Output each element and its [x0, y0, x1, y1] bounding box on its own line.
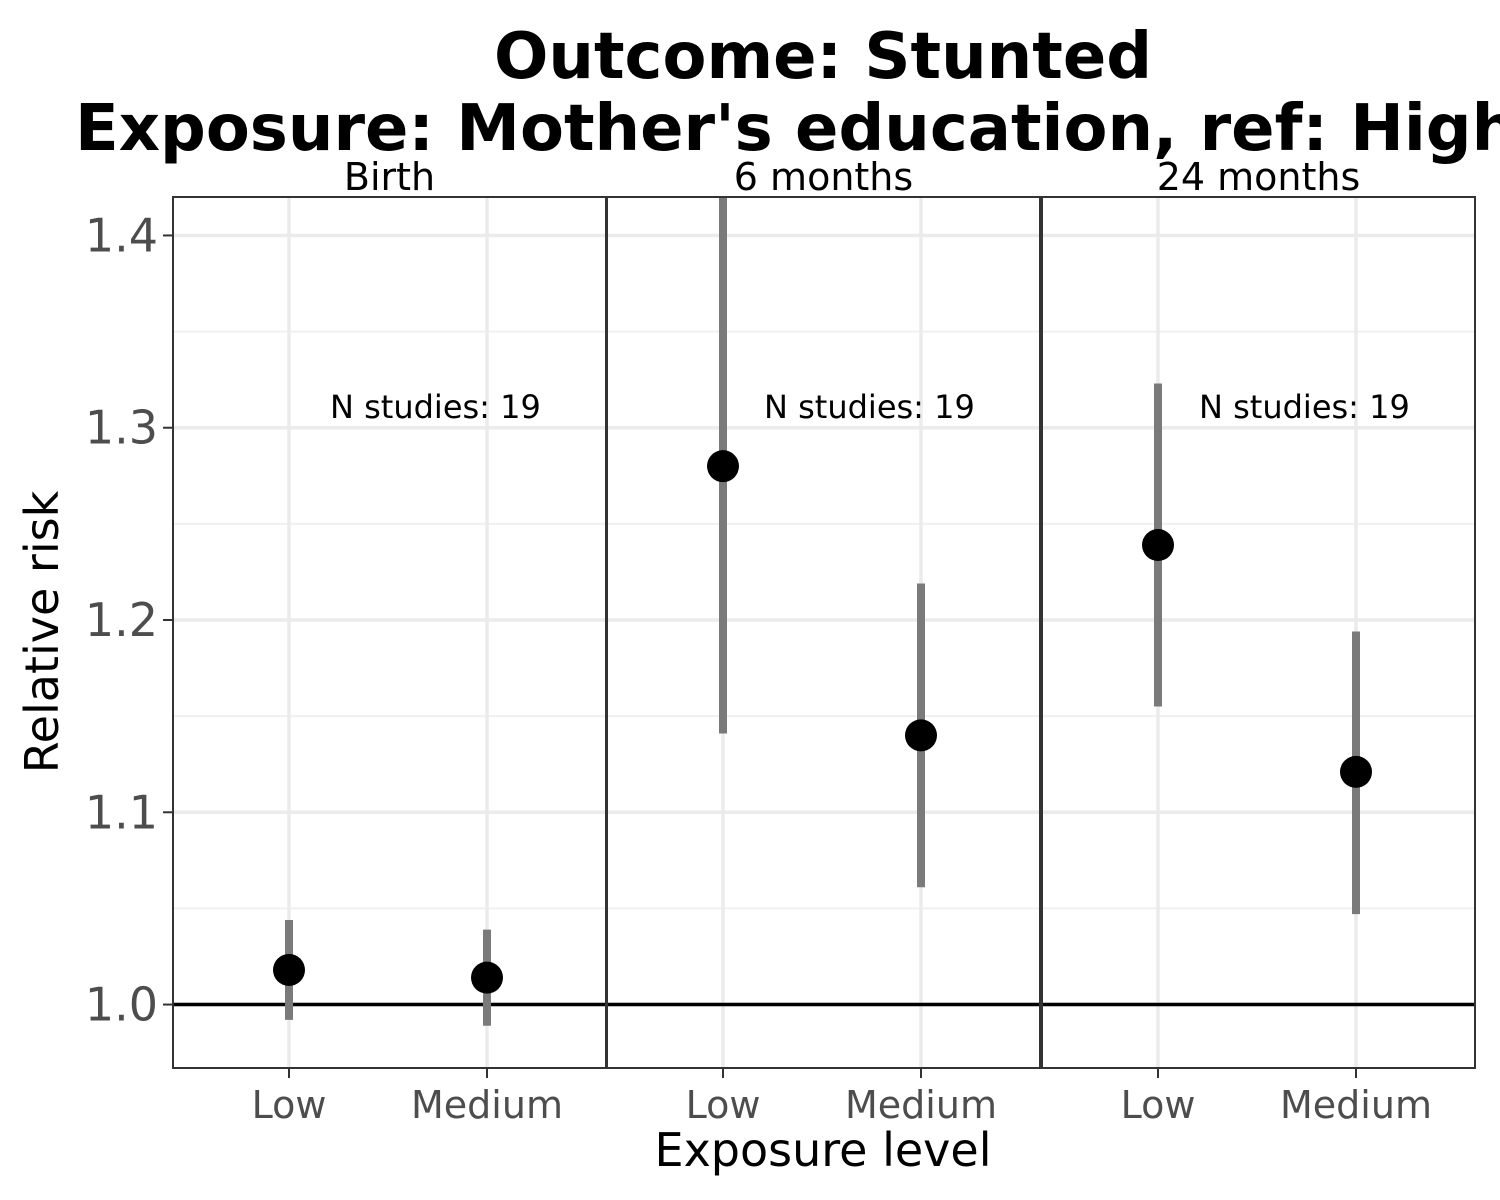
point-estimate: [1340, 755, 1372, 788]
panel-background: [607, 197, 1040, 1068]
y-tick-label: 1.2: [85, 593, 158, 647]
facet-label: 6 months: [734, 155, 913, 199]
panel-border: [1041, 196, 1476, 1069]
point-estimate: [905, 719, 937, 752]
panel-1: N studies: 19 6 months Low Medium: [606, 155, 1041, 1127]
point-estimate: [707, 450, 739, 483]
x-tick-label: Low: [252, 1083, 327, 1127]
x-tick-label: Low: [1121, 1083, 1196, 1127]
n-studies-annotation: N studies: 19: [330, 388, 541, 426]
facet-label: Birth: [344, 155, 435, 199]
panel-background: [1042, 197, 1475, 1068]
point-estimate: [1142, 529, 1174, 562]
panel-background: [173, 197, 606, 1068]
panel-0: N studies: 19 Birth Low Medium: [172, 155, 607, 1127]
point-estimate: [273, 953, 305, 986]
y-axis-title: Relative risk: [15, 490, 69, 773]
panel-border: [606, 196, 1041, 1069]
y-tick-label: 1.4: [85, 208, 158, 262]
x-tick-label: Medium: [845, 1083, 997, 1127]
n-studies-annotation: N studies: 19: [764, 388, 975, 426]
x-axis-title: Exposure level: [655, 1123, 992, 1177]
x-tick-label: Medium: [411, 1083, 563, 1127]
chart-title-line2: Exposure: Mother's education, ref: High: [75, 92, 1500, 166]
x-tick-label: Medium: [1280, 1083, 1432, 1127]
y-tick-label: 1.0: [85, 978, 158, 1032]
chart-title-line1: Outcome: Stunted: [494, 20, 1152, 94]
panel-2: N studies: 19 24 months Low Medium: [1041, 155, 1476, 1127]
y-tick-label: 1.3: [85, 401, 158, 455]
y-axis: 1.0 1.1 1.2 1.3 1.4: [85, 208, 173, 1032]
point-estimate: [471, 961, 503, 994]
n-studies-annotation: N studies: 19: [1199, 388, 1410, 426]
facet-label: 24 months: [1157, 155, 1361, 199]
y-tick-label: 1.1: [85, 785, 158, 839]
x-tick-label: Low: [686, 1083, 761, 1127]
